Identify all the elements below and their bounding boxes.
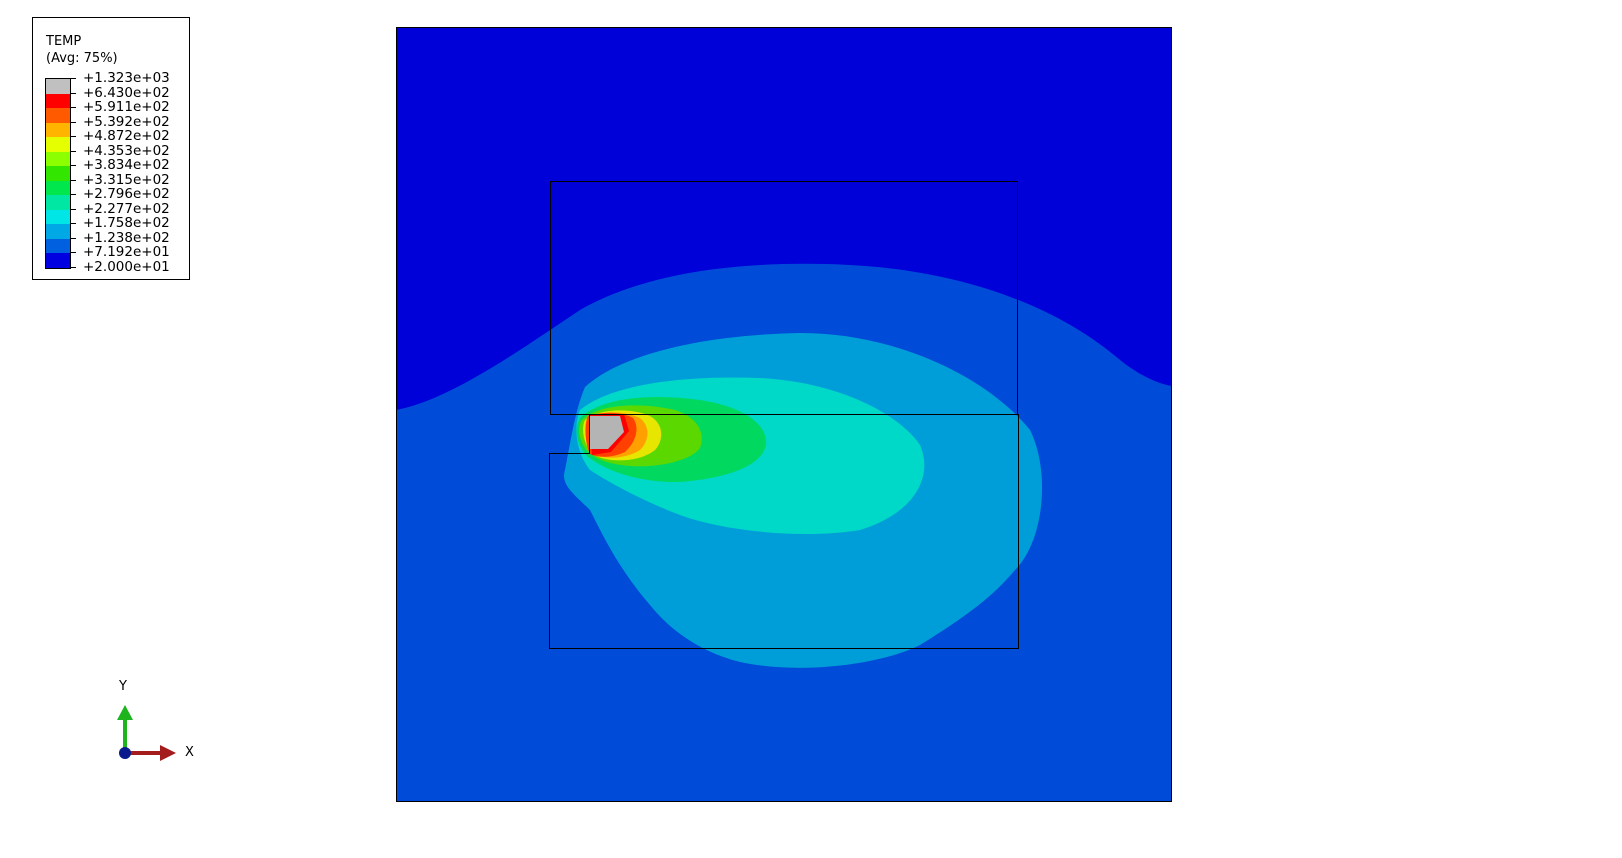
legend-swatch [46,93,70,108]
x-axis-label: X [185,745,194,760]
legend-tick [70,150,76,152]
legend-tick [70,223,76,224]
legend-tick [70,107,76,108]
legend-tick [70,194,76,195]
legend-tick [70,252,76,253]
contour-hot-core [590,416,624,449]
plate-outline [396,27,1172,802]
legend-value: +3.834e+02 [83,157,170,173]
legend-value: +4.872e+02 [83,128,170,144]
legend-tick [70,165,76,166]
legend-color-bar [45,78,71,269]
legend-swatch [46,166,70,181]
legend-value: +1.238e+02 [83,229,170,246]
legend-subtitle: (Avg: 75%) [46,51,118,66]
y-axis-label: Y [119,679,127,694]
legend-swatch [46,137,70,152]
legend-swatch [46,180,70,195]
legend-value: +5.911e+02 [83,99,170,115]
legend-swatch [46,195,70,210]
legend-swatch [46,122,70,137]
legend-value: +1.323e+03 [83,70,170,86]
legend-value: +6.430e+02 [83,84,170,101]
legend-swatch [46,253,70,268]
legend-title: TEMP [46,34,82,49]
legend-value: +2.000e+01 [83,258,170,275]
legend-tick [70,136,76,137]
legend-swatch [46,224,70,239]
legend-tick [70,208,76,210]
legend-tick [70,237,76,239]
legend-swatch [46,238,70,253]
legend-value: +4.353e+02 [83,142,170,159]
legend-value: +1.758e+02 [83,215,170,231]
legend-swatch [46,79,70,94]
legend-tick [70,78,76,79]
legend-tick [70,179,76,181]
legend-tick [70,266,76,268]
lower-block-outline [549,414,1019,649]
legend-value: +5.392e+02 [83,113,170,130]
legend-value: +3.315e+02 [83,171,170,188]
legend-value: +2.277e+02 [83,200,170,217]
legend-tick [70,121,76,123]
legend-value: +2.796e+02 [83,186,170,202]
legend-swatch [46,108,70,123]
legend-swatch [46,209,70,224]
legend-value: +7.192e+01 [83,244,170,260]
legend-tick [70,92,76,94]
legend-swatch [46,151,70,166]
legend: TEMP (Avg: 75%) +1.323e+03 +6.430e+02 +5.9… [32,17,190,280]
